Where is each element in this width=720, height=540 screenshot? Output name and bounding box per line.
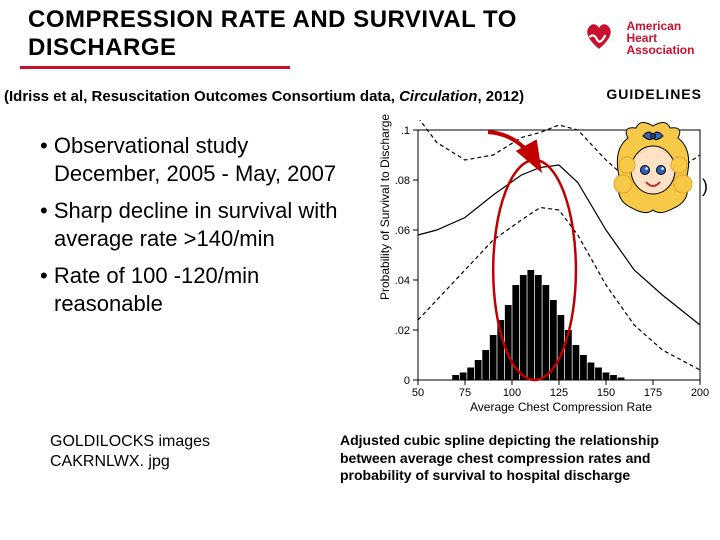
svg-text:125: 125: [550, 387, 568, 399]
citation-prefix: (Idriss et al, Resuscitation Outcomes Co…: [4, 88, 399, 105]
svg-text:100: 100: [503, 387, 521, 399]
chart-y-axis-label: Probability of Survival to Discharge: [378, 114, 392, 300]
bullet-item: Sharp decline in survival with average r…: [40, 197, 350, 252]
svg-text:.04: .04: [395, 275, 410, 287]
citation-journal: Circulation: [399, 88, 477, 105]
credit-line1: GOLDILOCKS images: [50, 432, 210, 452]
svg-text:.06: .06: [395, 225, 410, 237]
bullet-item: Rate of 100 -120/min reasonable: [40, 262, 350, 317]
image-credit: GOLDILOCKS images CAKRNLWX. jpg: [50, 432, 210, 472]
citation: (Idriss et al, Resuscitation Outcomes Co…: [4, 88, 524, 105]
title-block: COMPRESSION RATE AND SURVIVAL TO DISCHAR…: [20, 0, 560, 65]
svg-text:150: 150: [597, 387, 615, 399]
svg-text:200: 200: [691, 387, 709, 399]
aha-line1: American: [626, 20, 694, 32]
svg-text:.08: .08: [395, 175, 410, 187]
aha-line3: Association: [626, 44, 694, 56]
slide-title: COMPRESSION RATE AND SURVIVAL TO DISCHAR…: [28, 6, 552, 61]
slide-root: COMPRESSION RATE AND SURVIVAL TO DISCHAR…: [0, 0, 720, 540]
chart-caption: Adjusted cubic spline depicting the rela…: [340, 432, 710, 485]
bullet-item: Observational study December, 2005 - May…: [40, 132, 350, 187]
svg-text:.02: .02: [395, 325, 410, 337]
svg-text:50: 50: [412, 387, 424, 399]
goldilocks-image: [610, 120, 696, 220]
svg-text:0: 0: [404, 375, 410, 387]
aha-logo: American Heart Association: [582, 18, 702, 57]
bullet-list: Observational study December, 2005 - May…: [40, 132, 350, 327]
svg-text:175: 175: [644, 387, 662, 399]
svg-text:75: 75: [459, 387, 471, 399]
chart-x-axis-label: Average Chest Compression Rate: [470, 400, 652, 414]
aha-line2: Heart: [626, 32, 694, 44]
callout-arrow-icon: [480, 126, 550, 181]
heart-icon: [582, 18, 616, 57]
title-underline: [20, 66, 290, 69]
guidelines-label: GUIDELINES: [606, 86, 702, 102]
credit-line2: CAKRNLWX. jpg: [50, 452, 210, 472]
svg-text:.1: .1: [401, 125, 410, 137]
citation-suffix: , 2012): [477, 88, 524, 105]
aha-text: American Heart Association: [626, 20, 694, 56]
